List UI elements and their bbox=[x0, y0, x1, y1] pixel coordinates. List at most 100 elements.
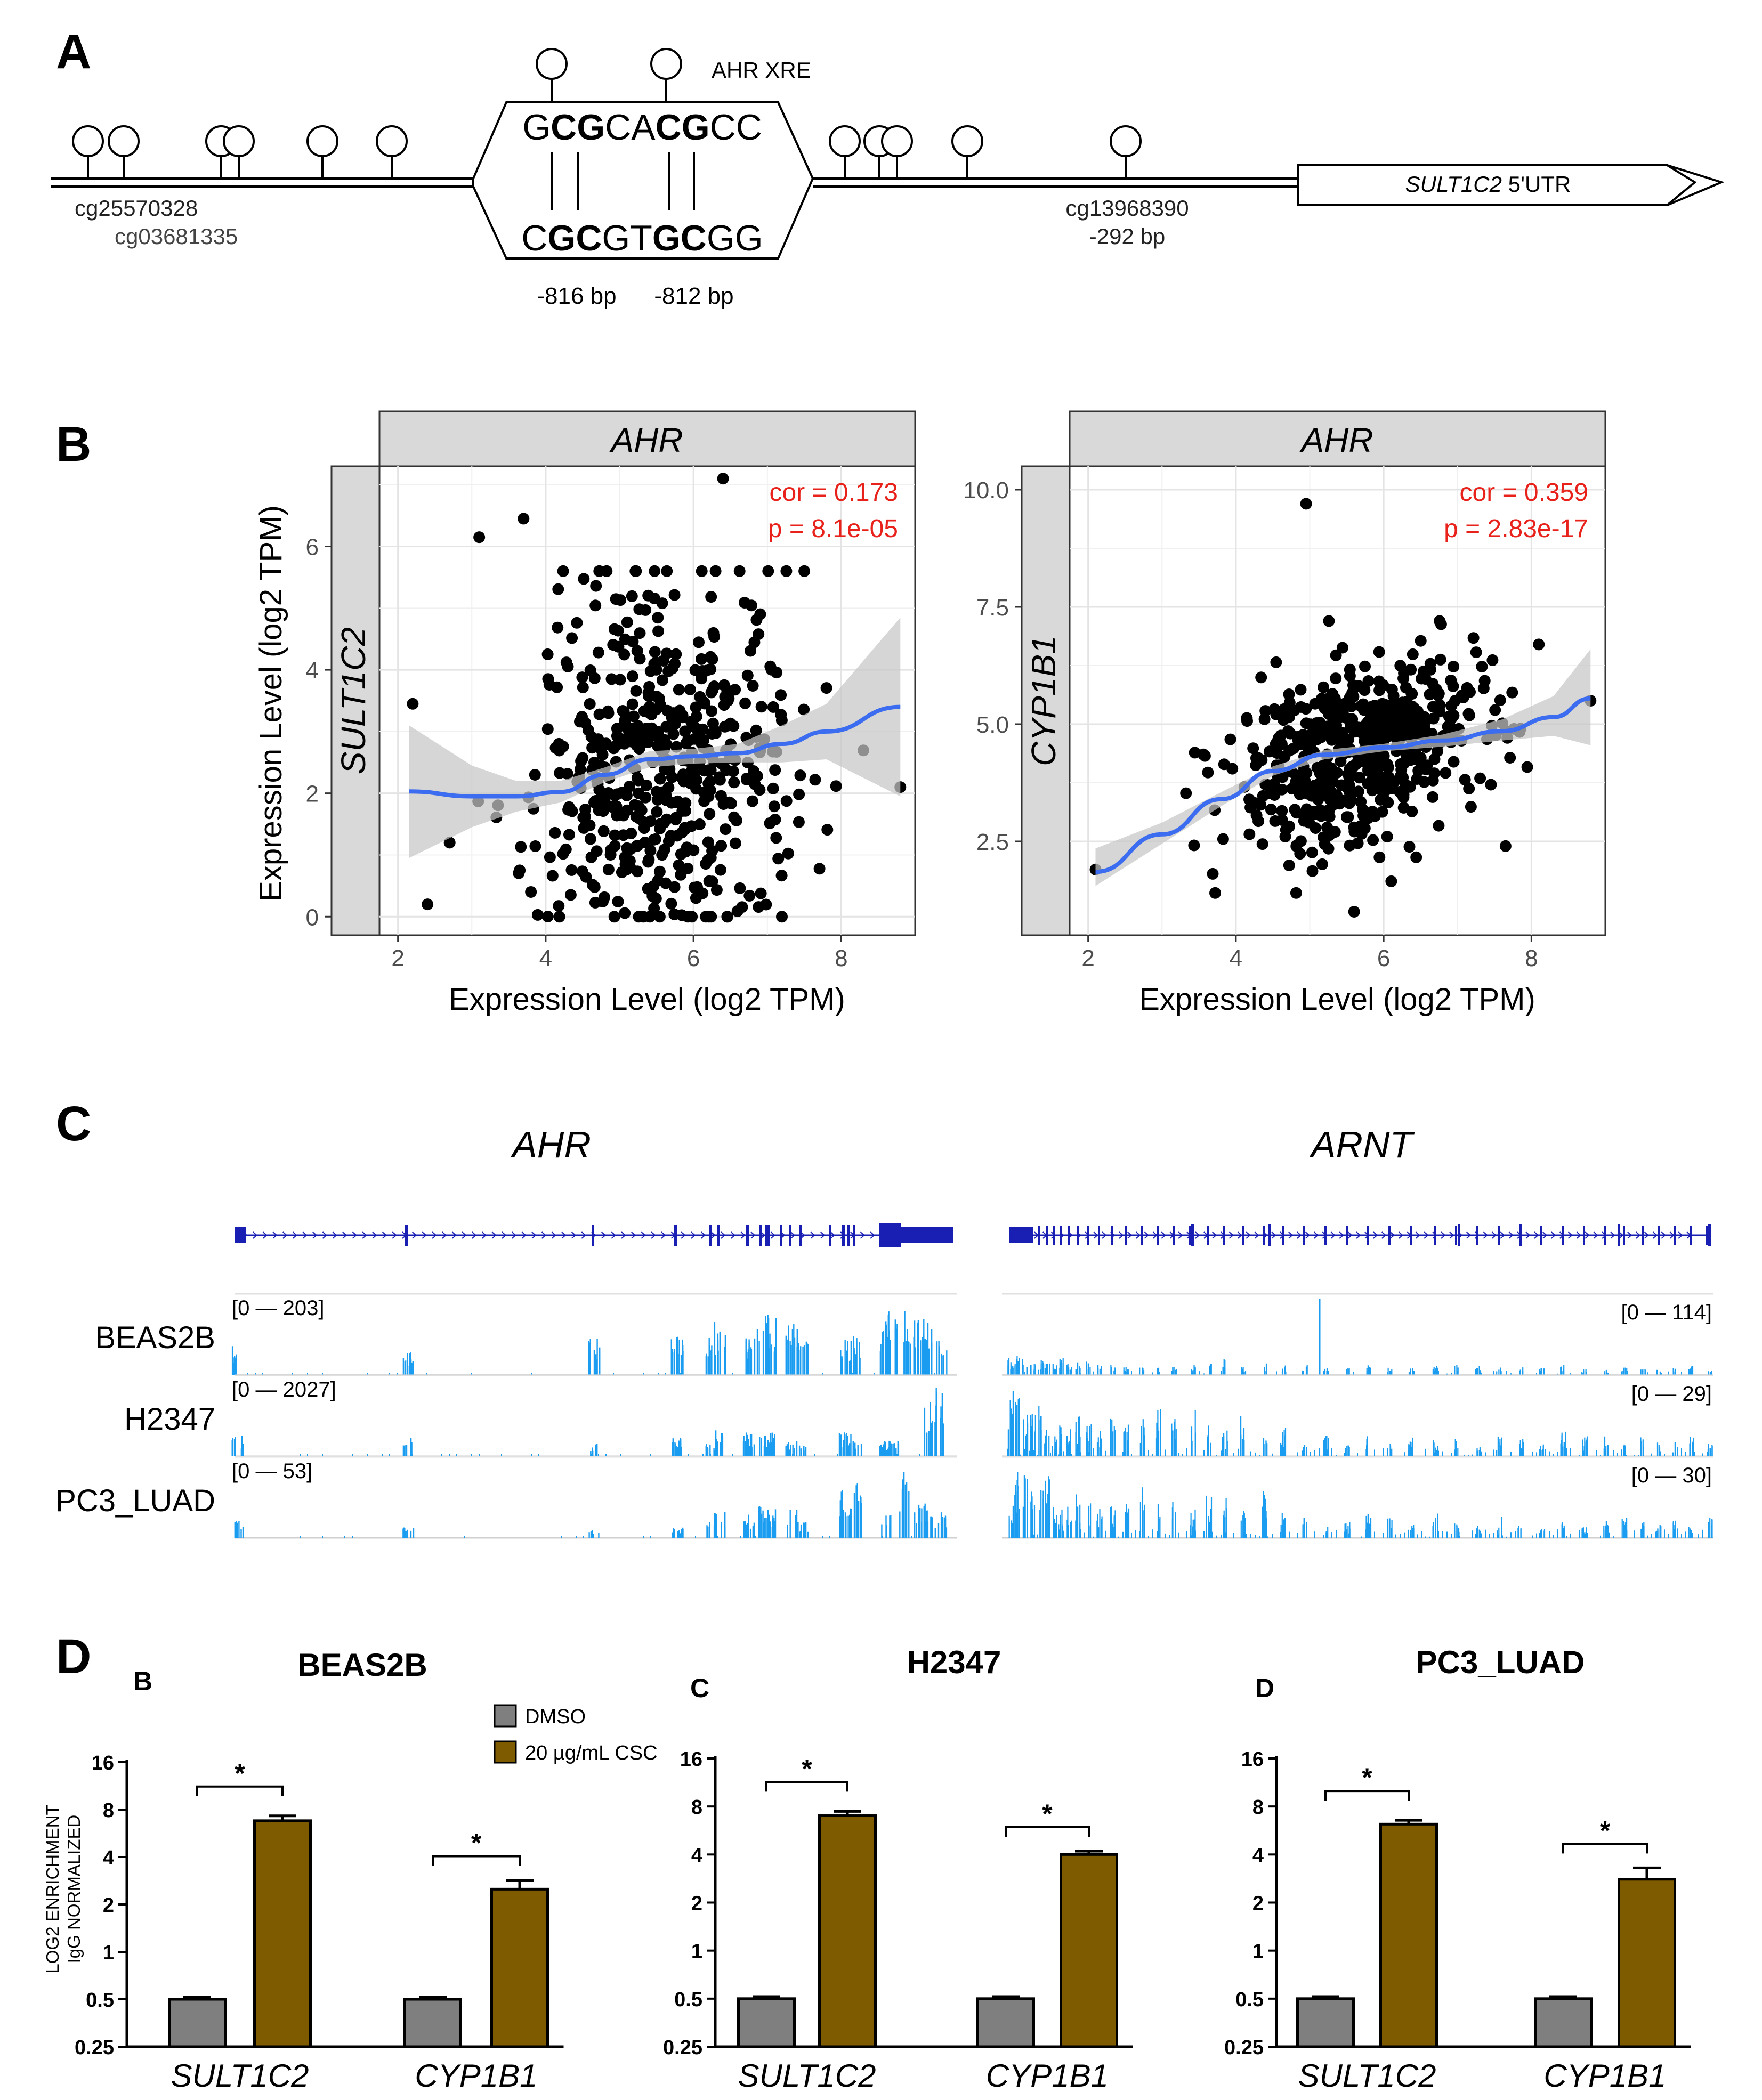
coverage-bar-ahr bbox=[908, 1491, 910, 1538]
coverage-noise-arnt bbox=[1562, 1450, 1563, 1456]
coverage-bar-arnt bbox=[1060, 1520, 1061, 1538]
coverage-bar-arnt bbox=[1605, 1531, 1606, 1538]
coverage-bar-ahr bbox=[920, 1340, 922, 1375]
panel-b-label: B bbox=[56, 417, 91, 472]
coverage-bar-arnt bbox=[1017, 1361, 1019, 1375]
coverage-noise-ahr bbox=[911, 1536, 912, 1538]
coverage-noise-arnt bbox=[1310, 1452, 1311, 1456]
coverage-noise-arnt bbox=[1600, 1455, 1601, 1456]
coverage-bar-arnt bbox=[1605, 1369, 1607, 1375]
coverage-bar-arnt bbox=[1075, 1520, 1077, 1538]
coverage-noise-arnt bbox=[1638, 1455, 1639, 1456]
coverage-bar-arnt bbox=[1086, 1432, 1087, 1456]
gene-strand-arrow bbox=[1228, 1231, 1234, 1239]
coverage-noise-arnt bbox=[1284, 1448, 1286, 1456]
coverage-noise-ahr bbox=[650, 1536, 651, 1538]
coverage-noise-arnt bbox=[1203, 1531, 1205, 1538]
coverage-bar-ahr bbox=[799, 1531, 801, 1538]
coverage-bar-arnt bbox=[1031, 1414, 1033, 1456]
coverage-bar-arnt bbox=[1089, 1525, 1091, 1538]
scatter-point bbox=[771, 667, 783, 679]
track-range-ahr: [0 — 203] bbox=[232, 1296, 324, 1320]
scatter-point bbox=[611, 809, 623, 822]
coverage-bar-arnt bbox=[1456, 1365, 1458, 1375]
coverage-bar-arnt bbox=[1709, 1518, 1711, 1538]
coverage-bar-arnt bbox=[1437, 1367, 1438, 1375]
coverage-bar-ahr bbox=[803, 1446, 804, 1456]
coverage-bar-ahr bbox=[409, 1353, 410, 1375]
coverage-bar-ahr bbox=[800, 1448, 802, 1456]
coverage-noise-arnt bbox=[1540, 1452, 1541, 1456]
coverage-bar-ahr bbox=[774, 1347, 775, 1375]
coverage-bar-arnt bbox=[1043, 1364, 1045, 1375]
gene-exon bbox=[1053, 1226, 1055, 1245]
gene-strand-arrow bbox=[770, 1231, 775, 1239]
scatter-point bbox=[1470, 646, 1482, 659]
bar-category-label: CYP1B1 bbox=[415, 2058, 537, 2094]
scatter-point bbox=[1400, 682, 1412, 694]
coverage-noise-arnt bbox=[1664, 1454, 1665, 1456]
coverage-bar-ahr bbox=[847, 1341, 848, 1375]
coverage-bar-ahr bbox=[934, 1422, 936, 1456]
gene-strand-arrow bbox=[1508, 1231, 1514, 1239]
coverage-noise-arnt bbox=[1536, 1533, 1537, 1538]
coverage-bar-ahr bbox=[682, 1351, 684, 1375]
coverage-noise-arnt bbox=[1681, 1448, 1682, 1456]
scatter-point bbox=[751, 770, 763, 782]
gene-exon bbox=[717, 1225, 720, 1246]
coverage-bar-arnt bbox=[1454, 1449, 1456, 1456]
coverage-bar-ahr bbox=[707, 1448, 709, 1456]
coverage-bar-ahr bbox=[410, 1530, 412, 1538]
position-812: -812 bp bbox=[654, 283, 733, 309]
scatter-point bbox=[677, 768, 689, 781]
coverage-bar-arnt bbox=[1039, 1420, 1041, 1456]
coverage-noise-arnt bbox=[1267, 1536, 1268, 1538]
seq-base: G bbox=[707, 218, 735, 258]
coverage-noise-arnt bbox=[1421, 1531, 1422, 1538]
coverage-bar-arnt bbox=[1087, 1363, 1089, 1375]
scatter-point bbox=[776, 911, 788, 923]
coverage-bar-arnt bbox=[1349, 1522, 1351, 1538]
coverage-bar-ahr bbox=[791, 1329, 794, 1375]
coverage-noise-arnt bbox=[1344, 1453, 1345, 1456]
scatter-point bbox=[688, 881, 700, 894]
scatter-point bbox=[1342, 811, 1354, 823]
coverage-bar-arnt bbox=[1497, 1436, 1499, 1456]
coverage-bar-arnt bbox=[1157, 1368, 1158, 1375]
coverage-bar-arnt bbox=[1519, 1369, 1521, 1375]
coverage-bar-arnt bbox=[1099, 1368, 1101, 1375]
coverage-noise-arnt bbox=[1677, 1451, 1678, 1456]
coverage-bar-ahr bbox=[743, 1521, 745, 1538]
scatter-point bbox=[1433, 820, 1445, 832]
coverage-bar-ahr bbox=[753, 1444, 755, 1456]
coverage-noise-arnt bbox=[1063, 1451, 1064, 1456]
gene-exon bbox=[1038, 1226, 1040, 1245]
coverage-bar-arnt bbox=[1175, 1429, 1177, 1456]
coverage-bar-arnt bbox=[1605, 1525, 1607, 1538]
coverage-bar-arnt bbox=[1127, 1519, 1129, 1538]
scatter-point bbox=[703, 875, 715, 887]
coverage-bar-arnt bbox=[1141, 1426, 1142, 1456]
coverage-bar-arnt bbox=[1319, 1299, 1321, 1375]
coverage-bar-ahr bbox=[930, 1422, 932, 1456]
loess-line bbox=[409, 704, 901, 799]
scatter-point bbox=[1258, 713, 1271, 725]
coverage-bar-ahr bbox=[914, 1347, 916, 1375]
coverage-noise-arnt bbox=[1613, 1536, 1614, 1538]
coverage-noise-arnt bbox=[1246, 1534, 1247, 1538]
coverage-noise-arnt bbox=[1323, 1449, 1324, 1456]
coverage-bar-ahr bbox=[839, 1500, 841, 1538]
seq-base: G bbox=[652, 218, 681, 258]
gene-exon bbox=[1540, 1226, 1542, 1245]
coverage-bar-ahr bbox=[676, 1446, 677, 1456]
coverage-bar-arnt bbox=[1708, 1444, 1709, 1456]
track-range-arnt: [0 — 114] bbox=[1621, 1301, 1712, 1324]
coverage-bar-ahr bbox=[883, 1444, 885, 1456]
coverage-bar-arnt bbox=[1045, 1369, 1046, 1375]
coverage-bar-arnt bbox=[1540, 1371, 1542, 1375]
scatter-point bbox=[1494, 694, 1506, 706]
coverage-bar-ahr bbox=[894, 1319, 896, 1375]
bar-category-label: SULT1C2 bbox=[738, 2058, 876, 2094]
gene-exon bbox=[1410, 1226, 1412, 1245]
coverage-bar-ahr bbox=[936, 1341, 938, 1375]
